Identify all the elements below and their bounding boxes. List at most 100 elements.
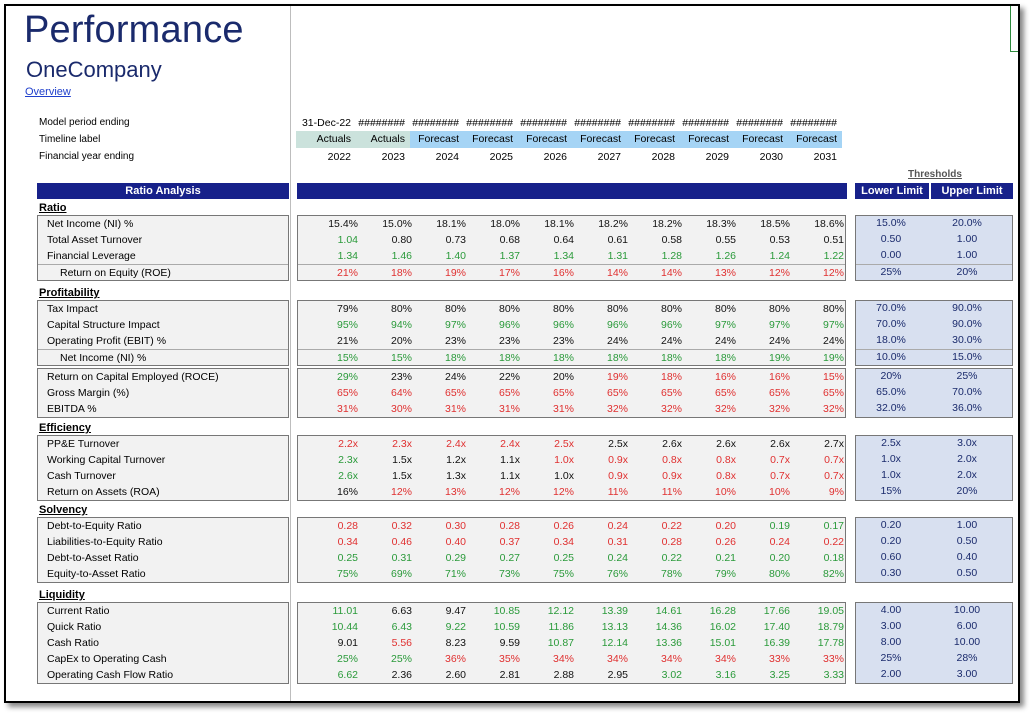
threshold-row: 1.0x 2.0x <box>856 468 1012 484</box>
ratio-value: 0.22 <box>661 520 682 532</box>
ratio-analysis-bar: Ratio Analysis <box>37 183 289 199</box>
lower-limit-value[interactable]: 32.0% <box>876 402 906 414</box>
ratio-value: 19.05 <box>817 605 844 617</box>
lower-limit-value[interactable]: 65.0% <box>876 386 906 398</box>
lower-limit-value[interactable]: 15.0% <box>876 217 906 229</box>
lower-limit-value[interactable]: 15% <box>880 485 902 497</box>
ratio-value: 80% <box>606 303 628 315</box>
ratio-value: 0.53 <box>769 234 790 246</box>
lower-limit-value[interactable]: 25% <box>880 652 902 664</box>
upper-limit-value[interactable]: 15.0% <box>952 351 982 363</box>
upper-limit-value[interactable]: 10.00 <box>953 636 981 648</box>
lower-limit-value[interactable]: 0.50 <box>880 233 902 245</box>
ratio-value: 17.40 <box>763 621 790 633</box>
section-title: Solvency <box>39 504 88 516</box>
ratio-value: 0.21 <box>715 552 736 564</box>
upper-limit-value[interactable]: 30.0% <box>952 334 982 346</box>
upper-limit-value[interactable]: 1.00 <box>956 249 978 261</box>
ratio-value: 19% <box>606 371 628 383</box>
upper-limit-value[interactable]: 3.00 <box>956 668 978 680</box>
lower-limit-value[interactable]: 70.0% <box>876 302 906 314</box>
ratio-value: 10.59 <box>493 621 520 633</box>
ratio-value: 0.80 <box>391 234 412 246</box>
upper-limit-value[interactable]: 20% <box>956 266 978 278</box>
upper-limit-value[interactable]: 2.0x <box>957 469 977 481</box>
upper-limit-value[interactable]: 0.50 <box>956 535 978 547</box>
lower-limit-value[interactable]: 0.20 <box>880 519 902 531</box>
ratio-row: Cash Ratio <box>38 635 288 651</box>
threshold-row: 65.0% 70.0% <box>856 385 1012 401</box>
ratio-value: 96% <box>498 319 520 331</box>
ratio-value: 23% <box>552 335 574 347</box>
upper-limit-value[interactable]: 90.0% <box>952 302 982 314</box>
upper-limit-value[interactable]: 70.0% <box>952 386 982 398</box>
lower-limit-value[interactable]: 25% <box>880 266 902 278</box>
upper-limit-value[interactable]: 0.50 <box>956 567 978 579</box>
lower-limit-value[interactable]: 1.0x <box>881 453 901 465</box>
lower-limit-value[interactable]: 0.60 <box>880 551 902 563</box>
ratio-value: 15% <box>390 352 412 364</box>
overview-link[interactable]: Overview <box>25 86 71 98</box>
lower-limit-value[interactable]: 18.0% <box>876 334 906 346</box>
upper-limit-value[interactable]: 28% <box>956 652 978 664</box>
ratio-value: 80% <box>444 303 466 315</box>
upper-limit-value[interactable]: 3.0x <box>957 437 977 449</box>
lower-limit-value[interactable]: 20% <box>880 370 902 382</box>
label-group: PP&E Turnover Working Capital Turnover Cas… <box>37 435 289 501</box>
ratio-value: 34% <box>606 653 628 665</box>
ratio-value: 17% <box>498 267 520 279</box>
values-row: 29% 23% 24% 22% 20% 19% 18% 16% 16% 15% <box>298 369 845 385</box>
ratio-label: Debt-to-Asset Ratio <box>47 552 139 564</box>
ratio-value: 18% <box>660 371 682 383</box>
period-ending-cell: 31-Dec-22 <box>301 117 351 129</box>
upper-limit-value[interactable]: 1.00 <box>956 233 978 245</box>
ratio-value: 3.33 <box>823 669 844 681</box>
ratio-value: 3.25 <box>769 669 790 681</box>
lower-limit-value[interactable]: 0.00 <box>880 249 902 261</box>
ratio-value: 33% <box>822 653 844 665</box>
ratio-value: 64% <box>390 387 412 399</box>
ratio-label: Net Income (NI) % <box>60 352 147 364</box>
ratio-value: 18.0% <box>490 218 520 230</box>
ratio-value: 79% <box>336 303 358 315</box>
lower-limit-value[interactable]: 0.20 <box>880 535 902 547</box>
threshold-row: 70.0% 90.0% <box>856 317 1012 333</box>
lower-limit-value[interactable]: 70.0% <box>876 318 906 330</box>
values-row: 31% 30% 31% 31% 31% 32% 32% 32% 32% 32% <box>298 401 845 417</box>
threshold-row: 70.0% 90.0% <box>856 301 1012 317</box>
upper-limit-value[interactable]: 90.0% <box>952 318 982 330</box>
upper-limit-value[interactable]: 2.0x <box>957 453 977 465</box>
ratio-value: 19% <box>822 352 844 364</box>
upper-limit-value[interactable]: 20% <box>956 485 978 497</box>
ratio-value: 65% <box>822 387 844 399</box>
ratio-row: Net Income (NI) % <box>38 216 288 232</box>
upper-limit-value[interactable]: 0.40 <box>956 551 978 563</box>
lower-limit-value[interactable]: 0.30 <box>880 567 902 579</box>
values-row: 0.25 0.31 0.29 0.27 0.25 0.24 0.22 0.21 0.20 0.18 <box>298 550 845 566</box>
values-row: 0.28 0.32 0.30 0.28 0.26 0.24 0.22 0.20 0.19 0.17 <box>298 518 845 534</box>
year-cell: 2028 <box>651 151 675 163</box>
ratio-label: Liabilities-to-Equity Ratio <box>47 536 163 548</box>
lower-limit-value[interactable]: 8.00 <box>880 636 902 648</box>
timeline-label-cell: Forecast <box>626 131 680 148</box>
upper-limit-value[interactable]: 10.00 <box>953 604 981 616</box>
lower-limit-value[interactable]: 2.00 <box>880 668 902 680</box>
upper-limit-value[interactable]: 36.0% <box>952 402 982 414</box>
upper-limit-value[interactable]: 6.00 <box>956 620 978 632</box>
ratio-value: 3.02 <box>661 669 682 681</box>
lower-limit-value[interactable]: 2.5x <box>881 437 901 449</box>
period-ending-cell: ######## <box>358 117 405 129</box>
ratio-value: 18.1% <box>436 218 466 230</box>
ratio-value: 73% <box>498 568 520 580</box>
upper-limit-value[interactable]: 25% <box>956 370 978 382</box>
lower-limit-value[interactable]: 10.0% <box>876 351 906 363</box>
ratio-label: Financial Leverage <box>47 250 136 262</box>
lower-limit-value[interactable]: 1.0x <box>881 469 901 481</box>
ratio-value: 75% <box>552 568 574 580</box>
upper-limit-value[interactable]: 20.0% <box>952 217 982 229</box>
ratio-value: 0.28 <box>499 520 520 532</box>
upper-limit-value[interactable]: 1.00 <box>956 519 978 531</box>
ratio-value: 0.7x <box>770 470 790 482</box>
lower-limit-value[interactable]: 3.00 <box>880 620 902 632</box>
lower-limit-value[interactable]: 4.00 <box>880 604 902 616</box>
